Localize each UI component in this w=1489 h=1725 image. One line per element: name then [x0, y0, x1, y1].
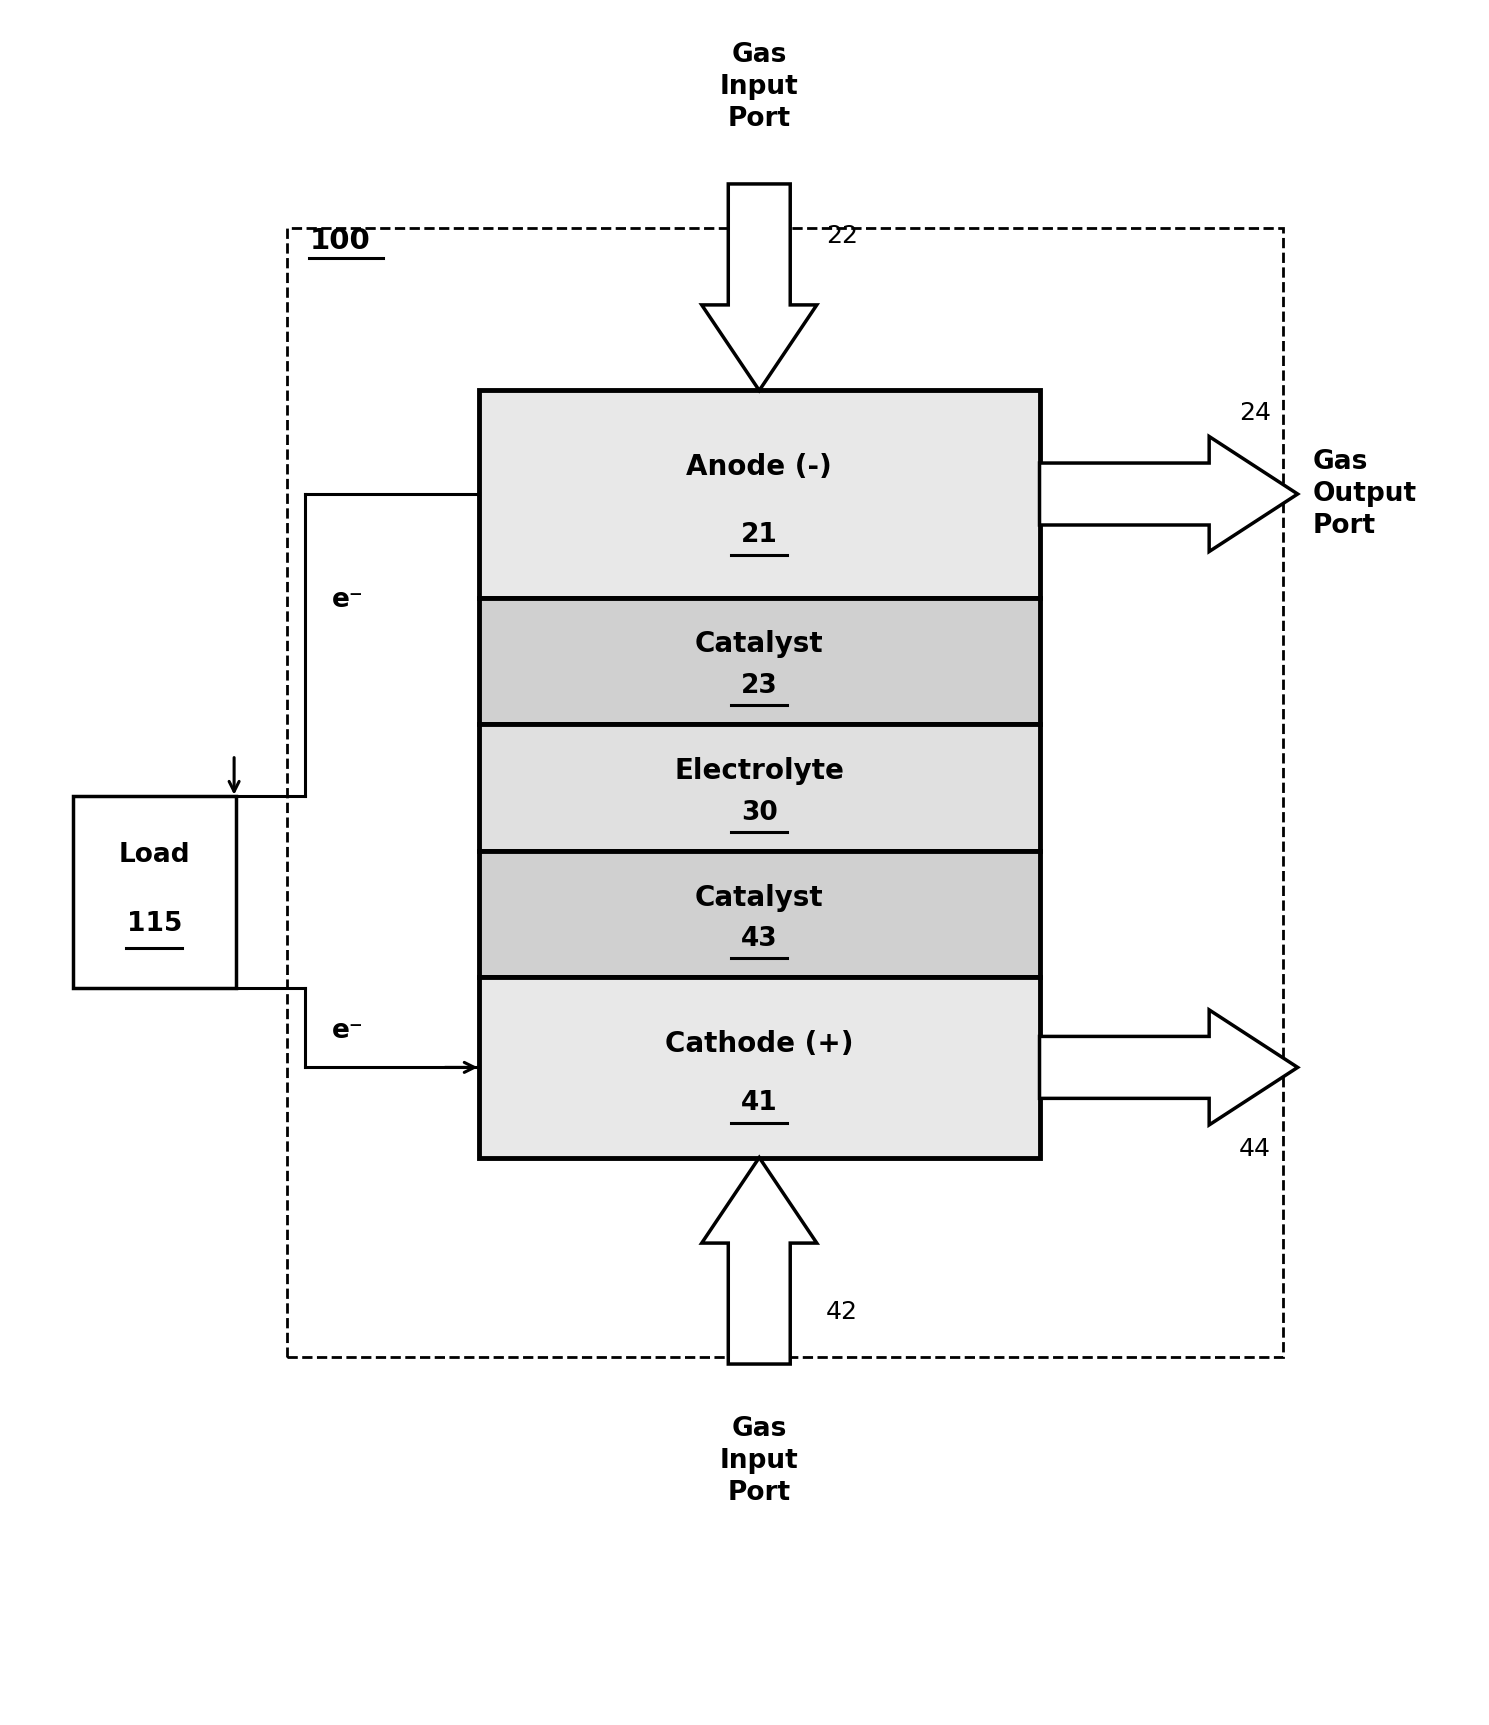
- Text: 22: 22: [825, 224, 858, 248]
- Bar: [479, 724, 1039, 850]
- Text: 115: 115: [127, 911, 182, 937]
- Text: 100: 100: [310, 226, 371, 255]
- Text: e⁻: e⁻: [332, 586, 363, 612]
- Text: Cathode (+): Cathode (+): [666, 1030, 853, 1057]
- Text: Electrolyte: Electrolyte: [675, 757, 844, 785]
- Text: Gas
Input
Port: Gas Input Port: [719, 1416, 798, 1506]
- Text: Load: Load: [119, 842, 191, 868]
- Text: 24: 24: [1239, 400, 1270, 424]
- FancyArrow shape: [1039, 1009, 1298, 1125]
- Text: 30: 30: [742, 800, 777, 826]
- Text: e⁻: e⁻: [332, 1018, 363, 1044]
- Text: 43: 43: [742, 926, 777, 952]
- FancyArrow shape: [1039, 436, 1298, 552]
- Text: Catalyst: Catalyst: [695, 883, 823, 911]
- Text: Gas
Output
Port: Gas Output Port: [1312, 448, 1416, 538]
- Text: 44: 44: [1239, 1137, 1270, 1161]
- FancyArrow shape: [701, 1157, 817, 1364]
- Text: Anode (-): Anode (-): [686, 454, 832, 481]
- Text: 23: 23: [742, 673, 777, 699]
- Bar: [287, 228, 1284, 1356]
- Text: 41: 41: [742, 1090, 777, 1116]
- FancyArrow shape: [701, 185, 817, 390]
- Text: 21: 21: [742, 523, 777, 549]
- Bar: [479, 390, 1039, 597]
- Text: 42: 42: [825, 1301, 858, 1325]
- Bar: [479, 597, 1039, 724]
- Bar: [479, 850, 1039, 978]
- Text: Catalyst: Catalyst: [695, 630, 823, 659]
- Bar: [479, 978, 1039, 1157]
- Bar: [73, 797, 235, 988]
- Text: Gas
Input
Port: Gas Input Port: [719, 43, 798, 133]
